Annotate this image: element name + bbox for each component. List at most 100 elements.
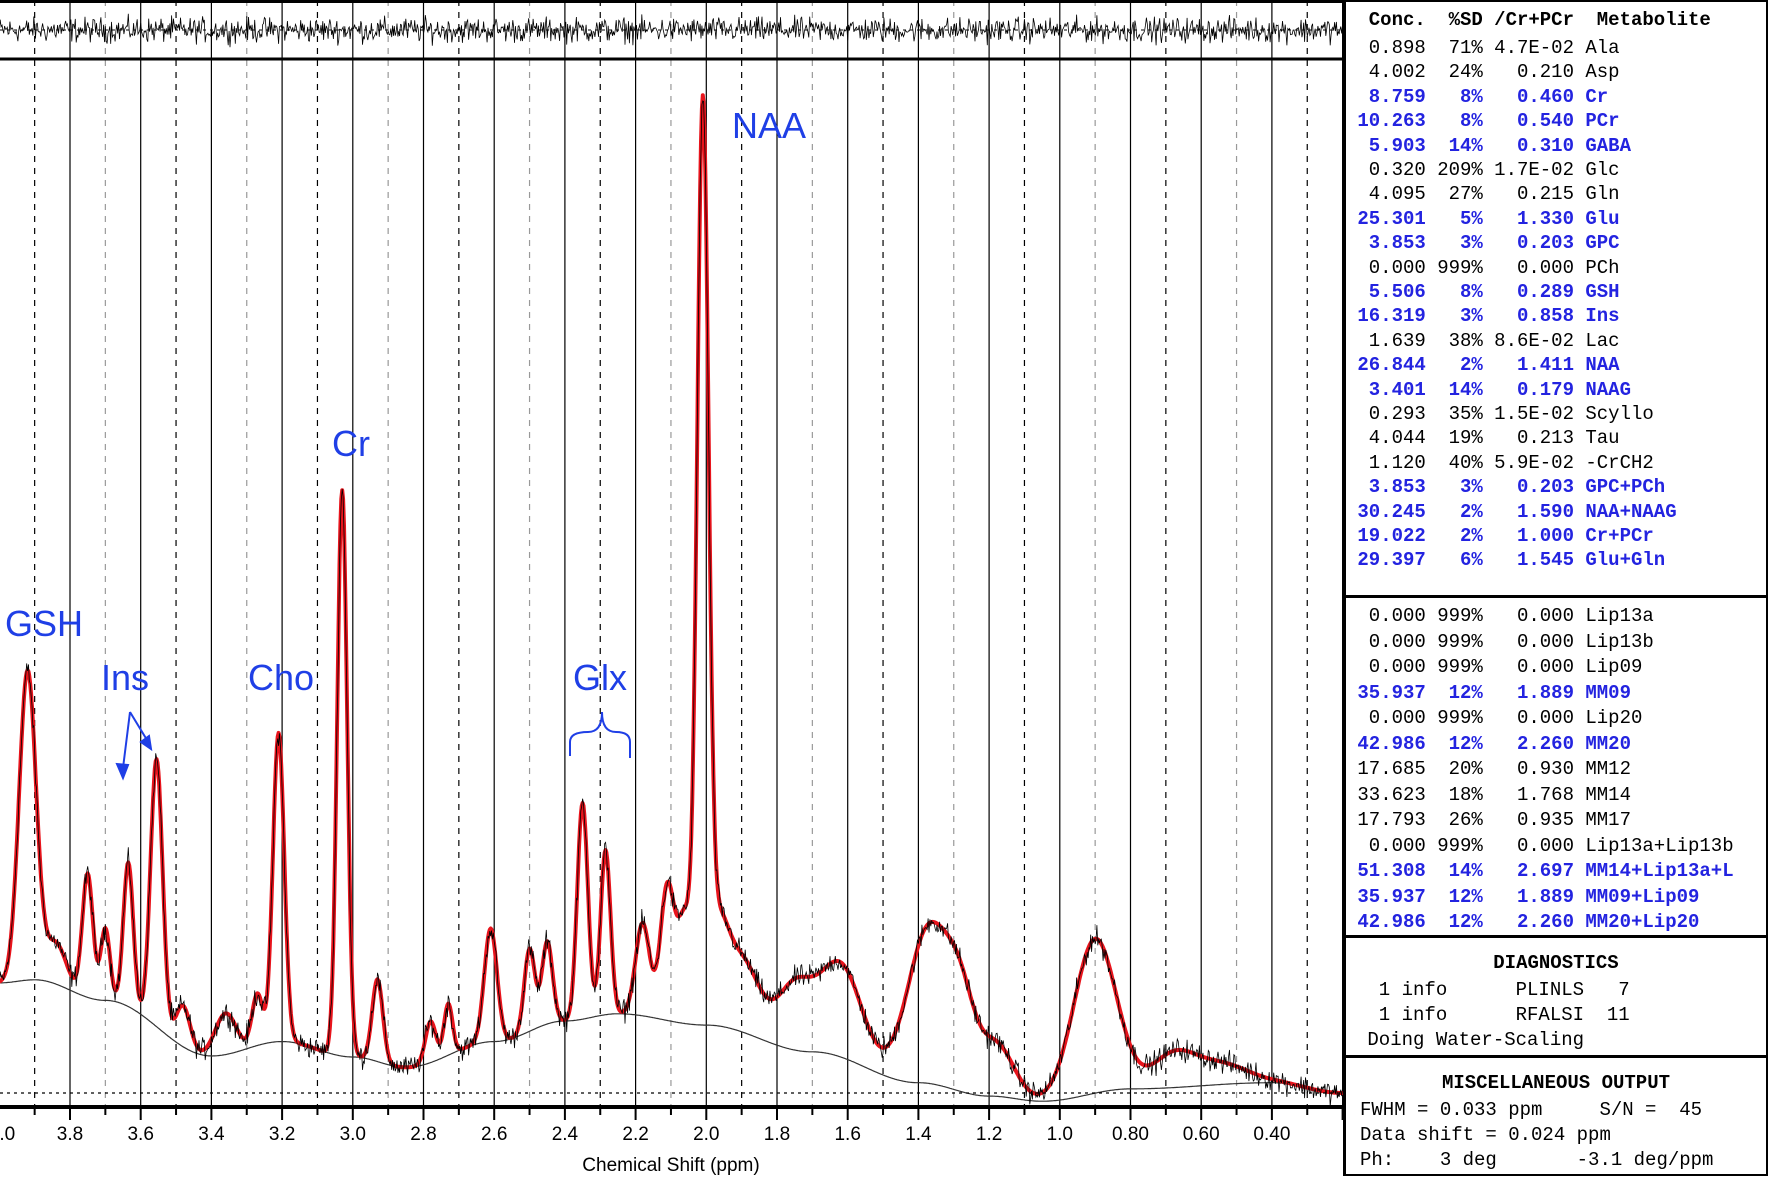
sd-cell: 209% (1437, 159, 1483, 181)
metabolite-cell: Lip09 (1585, 656, 1643, 678)
ratio-cell: 0.289 (1516, 281, 1574, 303)
misc-title: MISCELLANEOUS OUTPUT (1441, 1072, 1671, 1094)
ratio-cell: 0.210 (1516, 61, 1574, 83)
ratio-cell: 0.000 (1516, 257, 1574, 279)
ratio-cell: 0.000 (1516, 656, 1574, 678)
metabolite-cell: Lip13b (1585, 631, 1654, 653)
metabolite-cell: Cr (1585, 86, 1609, 108)
result-row: 42.986 12% 2.260 MM20+Lip20 (1346, 911, 1699, 933)
sd-cell: 2% (1459, 354, 1483, 376)
annotation-cr: Cr (332, 423, 370, 464)
metabolite-cell: NAAG (1585, 379, 1631, 401)
sd-cell: 12% (1448, 733, 1483, 755)
conc-cell: 3.853 (1368, 232, 1426, 254)
sd-cell: 8% (1459, 281, 1483, 303)
x-tick-label: 3.6 (127, 1124, 153, 1145)
result-row: 42.986 12% 2.260 MM20 (1346, 733, 1631, 755)
ratio-cell: 0.000 (1516, 707, 1574, 729)
conc-cell: 0.898 (1368, 37, 1426, 59)
ratio-cell: 0.000 (1516, 631, 1574, 653)
result-row: 5.903 14% 0.310 GABA (1346, 135, 1631, 157)
ratio-cell: 0.203 (1516, 232, 1574, 254)
sd-cell: 5% (1459, 208, 1483, 230)
conc-cell: 4.002 (1368, 61, 1426, 83)
conc-cell: 3.401 (1368, 379, 1426, 401)
sd-cell: 2% (1459, 501, 1483, 523)
ratio-cell: 1.889 (1516, 886, 1574, 908)
result-row: 1.120 40% 5.9E-02 -CrCH2 (1346, 452, 1654, 474)
sd-cell: 26% (1448, 809, 1483, 831)
conc-cell: 35.937 (1357, 682, 1426, 704)
ratio-cell: 1.545 (1516, 549, 1574, 571)
metabolite-cell: MM09+Lip09 (1585, 886, 1700, 908)
ratio-cell: 1.411 (1516, 354, 1574, 376)
conc-cell: 25.301 (1357, 208, 1426, 230)
sd-cell: 3% (1459, 476, 1483, 498)
ratio-cell: 0.000 (1516, 835, 1574, 857)
x-tick-label: 3.4 (198, 1124, 225, 1145)
ratio-cell: 0.179 (1516, 379, 1574, 401)
result-row: 25.301 5% 1.330 Glu (1346, 208, 1619, 230)
conc-cell: 42.986 (1357, 733, 1426, 755)
residual-curve (0, 13, 1343, 48)
metabolite-cell: GABA (1585, 135, 1631, 157)
result-row: 10.263 8% 0.540 PCr (1346, 110, 1619, 132)
x-tick-label: 4.0 (0, 1124, 15, 1145)
result-row: 3.853 3% 0.203 GPC (1346, 232, 1620, 254)
ratio-cell: 1.768 (1516, 784, 1574, 806)
result-row: 0.898 71% 4.7E-02 Ala (1346, 37, 1620, 59)
conc-cell: 0.000 (1368, 605, 1426, 627)
sd-cell: 20% (1448, 758, 1483, 780)
conc-cell: 33.623 (1357, 784, 1426, 806)
annotation-naa: NAA (732, 105, 806, 146)
header-sd: %SD (1448, 9, 1483, 31)
result-row: 35.937 12% 1.889 MM09 (1346, 682, 1631, 704)
metabolite-cell: GSH (1585, 281, 1620, 303)
ratio-cell: 0.935 (1516, 809, 1574, 831)
ratio-cell: 2.697 (1516, 860, 1574, 882)
metabolite-cell: MM14 (1585, 784, 1631, 806)
sd-cell: 12% (1448, 886, 1483, 908)
ratio-cell: 1.330 (1516, 208, 1574, 230)
annotation-glx: Glx (573, 657, 627, 698)
metabolite-cell: Lip13a+Lip13b (1585, 835, 1734, 857)
diagnostics-title: DIAGNOSTICS (1493, 952, 1619, 974)
metabolite-cell: Gln (1585, 183, 1620, 205)
ratio-cell: 0.930 (1516, 758, 1574, 780)
result-row: 3.401 14% 0.179 NAAG (1346, 379, 1631, 401)
section-divider (1346, 935, 1766, 938)
x-tick-label: 0.60 (1183, 1124, 1220, 1145)
sd-cell: 12% (1448, 911, 1483, 933)
metabolite-cell: Tau (1585, 427, 1620, 449)
ratio-cell: 5.9E-02 (1494, 452, 1574, 474)
result-row: 1.639 38% 8.6E-02 Lac (1346, 330, 1620, 352)
ratio-cell: 0.460 (1516, 86, 1574, 108)
metabolite-cell: MM09 (1585, 682, 1631, 704)
spectrum-curves (0, 13, 1343, 1107)
conc-cell: 0.293 (1368, 403, 1426, 425)
metabolite-cell: Cr+PCr (1585, 525, 1654, 547)
conc-cell: 4.044 (1368, 427, 1426, 449)
result-row: 0.320 209% 1.7E-02 Glc (1346, 159, 1620, 181)
result-row: 4.044 19% 0.213 Tau (1346, 427, 1620, 449)
ratio-cell: 0.540 (1516, 110, 1574, 132)
conc-cell: 5.903 (1368, 135, 1426, 157)
result-row: 5.506 8% 0.289 GSH (1346, 281, 1620, 303)
conc-cell: 17.793 (1357, 809, 1426, 831)
sd-cell: 14% (1448, 379, 1483, 401)
metabolite-cell: NAA+NAAG (1585, 501, 1677, 523)
result-row: 16.319 3% 0.858 Ins (1346, 305, 1619, 327)
ratio-cell: 1.000 (1516, 525, 1574, 547)
x-tick-label: 2.4 (552, 1124, 579, 1145)
annotation-cho: Cho (248, 657, 314, 698)
sd-cell: 8% (1459, 110, 1483, 132)
sd-cell: 24% (1448, 61, 1483, 83)
metabolite-cell: -CrCH2 (1585, 452, 1654, 474)
sd-cell: 999% (1437, 707, 1483, 729)
sd-cell: 12% (1448, 682, 1483, 704)
x-tick-label: 1.8 (764, 1124, 790, 1145)
ratio-cell: 8.6E-02 (1494, 330, 1574, 352)
ratio-cell: 0.215 (1516, 183, 1574, 205)
x-tick-label: 3.2 (269, 1124, 295, 1145)
metabolite-cell: Scyllo (1585, 403, 1654, 425)
